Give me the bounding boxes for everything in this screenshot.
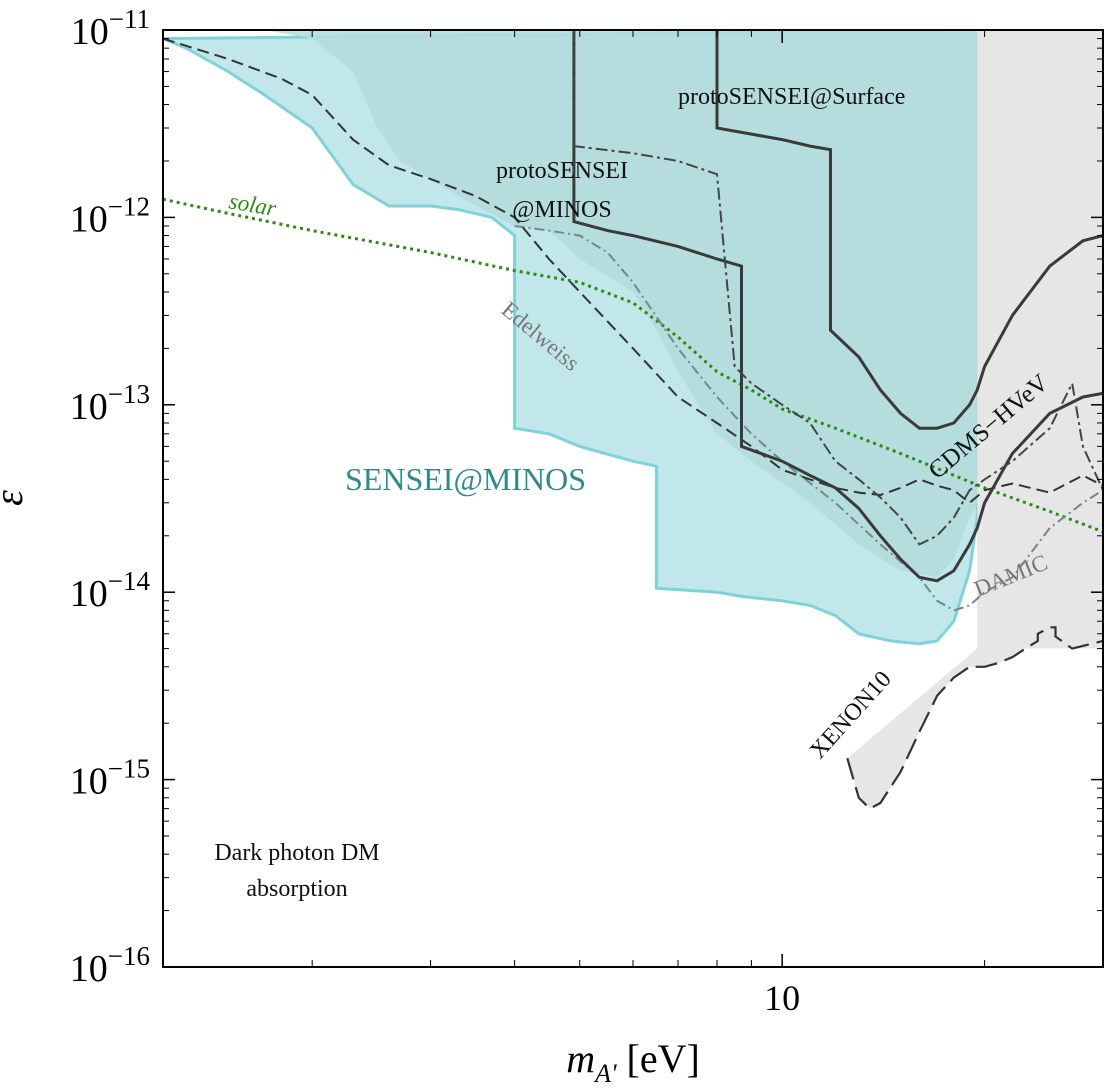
annotation-sensei-minos: SENSEI@MINOS <box>345 461 586 497</box>
curve-cdms-hvev <box>163 37 1103 505</box>
y-tick-label: 10−11 <box>71 4 150 53</box>
curve-edelweiss <box>514 225 1103 612</box>
x-axis-label-unit: [eV] <box>627 1036 700 1081</box>
y-tick-label: 10−14 <box>70 566 151 615</box>
curve-solar <box>163 197 1103 534</box>
x-axis-label-subscript: A' <box>593 1059 617 1086</box>
y-tick-label: 10−13 <box>70 379 150 428</box>
annotation-proto-surface: protoSENSEI@Surface <box>678 84 905 110</box>
region-protosensei <box>163 30 978 578</box>
curve-protosensei-minos <box>572 30 1103 583</box>
annotation-solar: solar <box>227 188 279 221</box>
annotation-corner-line1: Dark photon DM <box>214 840 379 866</box>
x-axis-label: mA' [eV] <box>566 1036 700 1086</box>
x-tick-label: 10 <box>764 978 800 1018</box>
region-xenon10 <box>847 30 1103 809</box>
y-tick-label: 10−12 <box>70 191 150 240</box>
annotation-proto-minos-line2: @MINOS <box>512 197 611 223</box>
annotation-proto-minos-line1: protoSENSEI <box>496 158 628 184</box>
curve-protosensei-surface <box>715 30 1103 430</box>
y-tick-label: 10−16 <box>70 941 150 990</box>
annotation-corner-line2: absorption <box>246 876 347 902</box>
x-axis-label-symbol: m <box>566 1036 595 1081</box>
y-axis-label: ε <box>0 490 31 506</box>
y-tick-label: 10−15 <box>70 754 150 803</box>
curve-damic <box>572 30 1103 546</box>
curve-xenon10 <box>846 626 1103 810</box>
